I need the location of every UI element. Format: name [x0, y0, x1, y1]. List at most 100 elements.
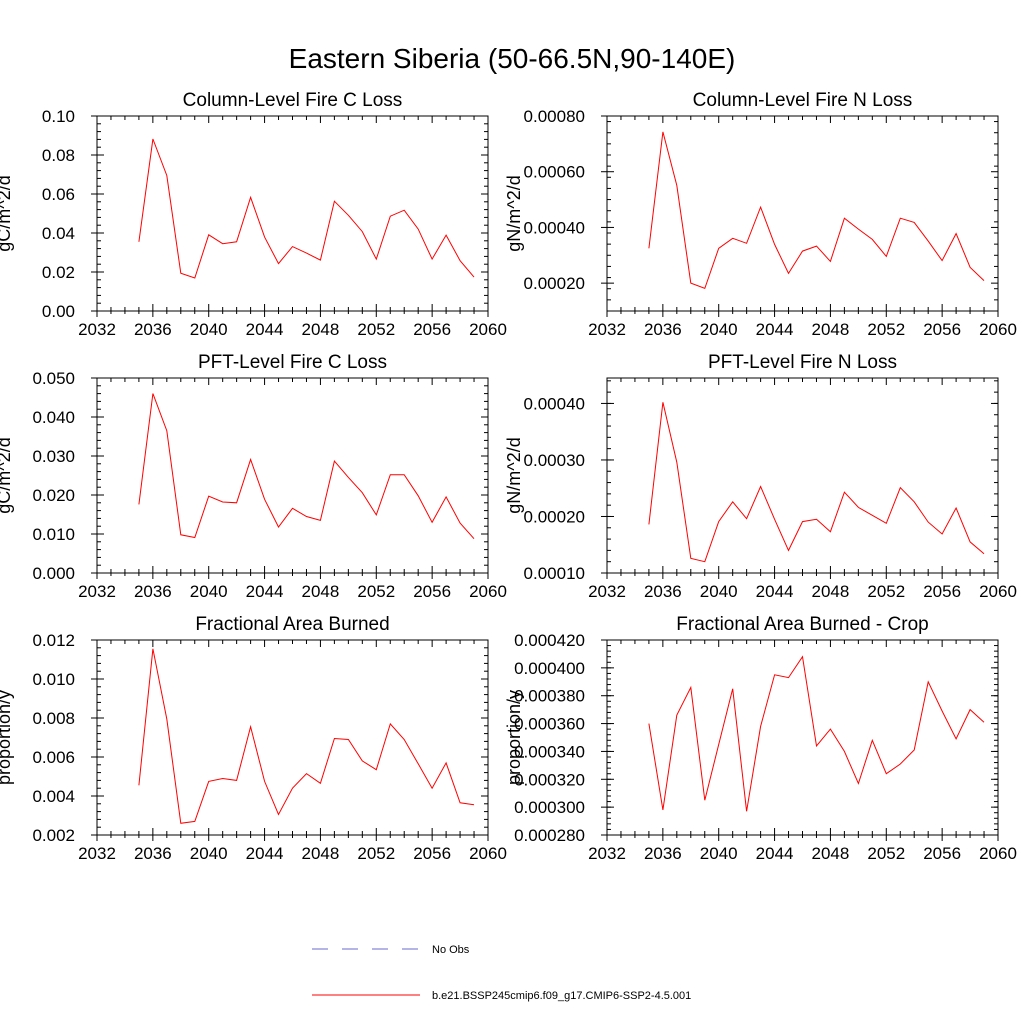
x-tick-label: 2044 [756, 582, 794, 601]
y-tick-label: 0.004 [32, 787, 75, 806]
panel-title: Fractional Area Burned [195, 614, 389, 635]
y-tick-label: 0.04 [42, 224, 75, 243]
x-tick-label: 2048 [302, 844, 340, 863]
x-tick-label: 2036 [134, 844, 172, 863]
y-tick-label: 0.000300 [514, 798, 585, 817]
x-tick-label: 2040 [700, 582, 738, 601]
x-tick-label: 2032 [588, 844, 626, 863]
y-tick-label: 0.00080 [524, 107, 585, 126]
panel-title: Column-Level Fire C Loss [183, 90, 403, 111]
x-tick-label: 2040 [700, 320, 738, 339]
panel-1: Column-Level Fire C Loss 2032 2036 2040 2044… [0, 90, 507, 339]
panel-6: Fractional Area Burned - Crop 2032 2036 204… [504, 614, 1017, 863]
x-tick-label: 2040 [190, 582, 228, 601]
panels-grid: Column-Level Fire C Loss 2032 2036 2040 2044… [0, 90, 1017, 863]
y-tick-label: 0.00060 [524, 163, 585, 182]
y-tick-label: 0.000280 [514, 826, 585, 845]
y-tick-label: 0.000360 [514, 715, 585, 734]
x-tick-label: 2052 [357, 844, 395, 863]
plot-frame [96, 377, 489, 574]
series-line [648, 131, 985, 290]
x-tick-label: 2044 [756, 844, 794, 863]
x-tick-label: 2032 [78, 582, 116, 601]
y-axis-label: proportion/y [0, 690, 14, 785]
figure-title: Eastern Siberia (50-66.5N,90-140E) [289, 43, 736, 74]
x-tick-label: 2044 [246, 844, 284, 863]
x-tick-label: 2056 [923, 320, 961, 339]
series-line [138, 648, 475, 824]
x-tick-label: 2052 [867, 582, 905, 601]
y-axis-label: gN/m^2/d [504, 437, 524, 513]
x-tick-label: 2060 [469, 582, 507, 601]
x-tick-label: 2040 [190, 320, 228, 339]
y-tick-label: 0.00020 [524, 274, 585, 293]
panel-4: PFT-Level Fire N Loss 2032 2036 2040 2044 204… [504, 352, 1017, 601]
x-tick-label: 2056 [923, 582, 961, 601]
y-tick-label: 0.000320 [514, 770, 585, 789]
y-tick-label: 0.010 [32, 670, 75, 689]
y-tick-label: 0.000340 [514, 742, 585, 761]
y-tick-label: 0.02 [42, 263, 75, 282]
x-tick-label: 2040 [700, 844, 738, 863]
x-tick-label: 2036 [644, 844, 682, 863]
y-axis-label: gC/m^2/d [0, 437, 14, 513]
x-tick-label: 2048 [302, 320, 340, 339]
panel-title: PFT-Level Fire C Loss [198, 352, 387, 373]
x-tick-label: 2032 [588, 320, 626, 339]
y-tick-label: 0.000420 [514, 631, 585, 650]
y-tick-label: 0.00010 [524, 564, 585, 583]
x-tick-label: 2036 [134, 582, 172, 601]
plot-frame [606, 115, 999, 312]
x-tick-label: 2032 [78, 320, 116, 339]
x-tick-label: 2060 [469, 320, 507, 339]
x-tick-label: 2052 [867, 320, 905, 339]
panel-3: PFT-Level Fire C Loss 2032 2036 2040 2044 204… [0, 352, 507, 601]
y-tick-label: 0.08 [42, 146, 75, 165]
panel-5: Fractional Area Burned 2032 2036 2040 2044 20… [0, 614, 507, 863]
panel-title: Column-Level Fire N Loss [693, 90, 913, 111]
panel-title: PFT-Level Fire N Loss [708, 352, 897, 373]
y-tick-label: 0.012 [32, 631, 75, 650]
x-tick-label: 2032 [78, 844, 116, 863]
x-tick-label: 2048 [812, 582, 850, 601]
x-tick-label: 2036 [644, 582, 682, 601]
panel-2: Column-Level Fire N Loss 2032 2036 2040 2044… [504, 90, 1017, 339]
y-axis-label: proportion/y [504, 690, 524, 785]
legend: No Obs b.e21.BSSP245cmip6.f09_g17.CMIP6-… [312, 944, 691, 1002]
y-axis-label: gC/m^2/d [0, 175, 14, 251]
x-tick-label: 2056 [413, 844, 451, 863]
x-tick-label: 2060 [469, 844, 507, 863]
y-tick-label: 0.020 [32, 486, 75, 505]
panel-title: Fractional Area Burned - Crop [676, 614, 928, 635]
y-tick-label: 0.000 [32, 564, 75, 583]
x-tick-label: 2052 [357, 320, 395, 339]
x-tick-label: 2044 [246, 582, 284, 601]
x-tick-label: 2044 [246, 320, 284, 339]
y-tick-label: 0.00020 [524, 507, 585, 526]
series-line [138, 138, 475, 279]
legend-no-obs-label: No Obs [432, 944, 470, 956]
plot-frame [606, 377, 999, 574]
x-tick-label: 2036 [134, 320, 172, 339]
y-tick-label: 0.00040 [524, 218, 585, 237]
y-tick-label: 0.010 [32, 525, 75, 544]
x-tick-label: 2056 [923, 844, 961, 863]
x-tick-label: 2040 [190, 844, 228, 863]
plot-frame [606, 639, 999, 836]
x-tick-label: 2060 [979, 844, 1017, 863]
y-tick-label: 0.00040 [524, 394, 585, 413]
plot-frame [96, 639, 489, 836]
series-line [138, 393, 475, 540]
y-axis-label: gN/m^2/d [504, 175, 524, 251]
y-tick-label: 0.030 [32, 447, 75, 466]
legend-model-label: b.e21.BSSP245cmip6.f09_g17.CMIP6-SSP2-4.… [432, 990, 691, 1002]
x-tick-label: 2048 [302, 582, 340, 601]
x-tick-label: 2060 [979, 582, 1017, 601]
y-tick-label: 0.00030 [524, 451, 585, 470]
x-tick-label: 2052 [357, 582, 395, 601]
x-tick-label: 2032 [588, 582, 626, 601]
x-tick-label: 2060 [979, 320, 1017, 339]
y-tick-label: 0.00 [42, 302, 75, 321]
y-tick-label: 0.000400 [514, 659, 585, 678]
